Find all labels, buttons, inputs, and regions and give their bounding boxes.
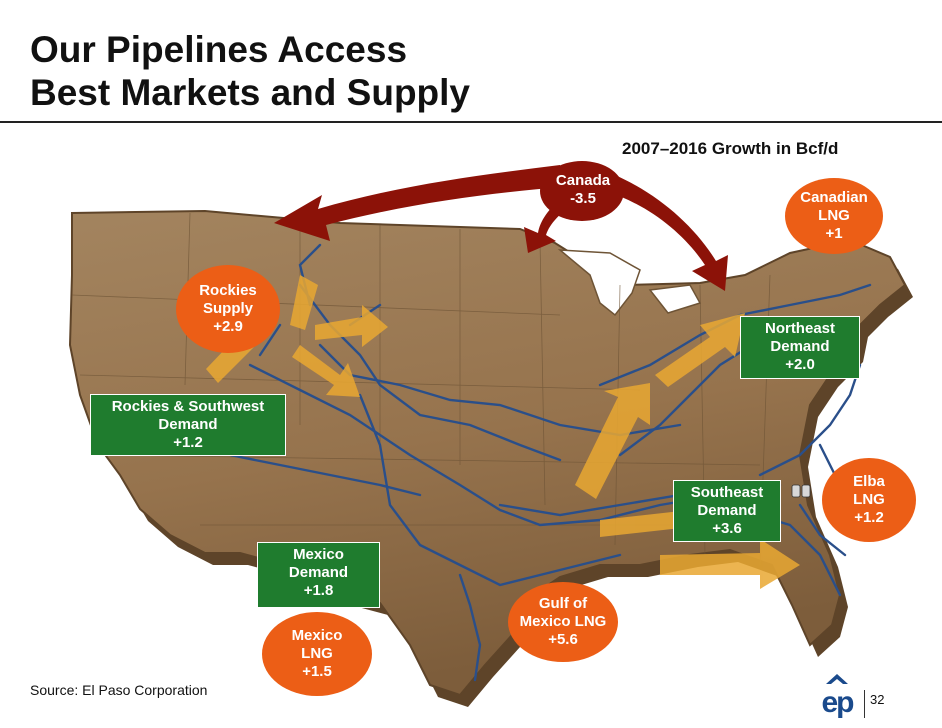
southeast-demand-line2: Demand	[697, 502, 757, 519]
title-divider	[0, 121, 942, 123]
canada-value: -3.5	[570, 190, 596, 207]
canadian-lng-line1: Canadian	[800, 189, 868, 206]
canadian-lng-circle: Canadian LNG +1	[785, 178, 883, 254]
us-pipeline-map	[68, 161, 913, 707]
canada-flow-arrows	[274, 161, 728, 291]
southeast-demand-box: Southeast Demand +3.6	[673, 480, 781, 542]
rockies-southwest-line1: Rockies & Southwest	[111, 398, 265, 415]
elba-lng-line2: LNG	[853, 491, 885, 508]
canada-arrow-west	[274, 165, 562, 241]
canada-label: Canada -3.5	[548, 172, 618, 208]
northeast-demand-value: +2.0	[785, 356, 815, 373]
mexico-demand-box: Mexico Demand +1.8	[257, 542, 380, 608]
mexico-demand-line2: Demand	[288, 564, 349, 581]
mexico-lng-line1: Mexico	[291, 627, 343, 644]
rockies-southwest-value: +1.2	[173, 434, 203, 451]
page-number: 32	[870, 692, 885, 707]
mexico-lng-circle: Mexico LNG +1.5	[262, 612, 372, 696]
southeast-demand-line1: Southeast	[690, 484, 764, 501]
northeast-demand-line2: Demand	[770, 338, 830, 355]
gulf-lng-line2: Mexico LNG	[519, 613, 607, 630]
elba-lng-line1: Elba	[853, 473, 885, 490]
lng-terminal-icon	[791, 484, 811, 498]
title-line-2: Best Markets and Supply	[30, 72, 471, 113]
canadian-lng-value: +1	[825, 225, 843, 242]
canadian-lng-line2: LNG	[818, 207, 850, 224]
elba-lng-value: +1.2	[854, 509, 884, 526]
source-note: Source: El Paso Corporation	[30, 682, 208, 698]
southeast-demand-value: +3.6	[712, 520, 742, 537]
slide-title: Our Pipelines Access Best Markets and Su…	[30, 28, 470, 114]
rockies-southwest-demand-box: Rockies & Southwest Demand +1.2	[90, 394, 286, 456]
canada-name: Canada	[555, 172, 611, 189]
mexico-demand-line1: Mexico	[293, 546, 344, 563]
canada-bubble	[540, 161, 624, 221]
rockies-supply-line2: Supply	[202, 300, 253, 317]
title-line-1: Our Pipelines Access	[30, 29, 408, 70]
rockies-supply-circle: Rockies Supply +2.9	[176, 265, 280, 353]
page-number-divider	[864, 690, 865, 718]
chart-subtitle: 2007–2016 Growth in Bcf/d	[622, 139, 839, 158]
gulf-mexico-lng-circle: Gulf of Mexico LNG +5.6	[508, 582, 618, 662]
rockies-supply-value: +2.9	[213, 318, 243, 335]
rockies-southwest-line2: Demand	[158, 416, 218, 433]
el-paso-logo: ep	[821, 674, 856, 719]
northeast-demand-box: Northeast Demand +2.0	[740, 316, 860, 379]
mexico-lng-line2: LNG	[301, 645, 333, 662]
mexico-demand-value: +1.8	[303, 582, 334, 599]
gulf-lng-line1: Gulf of	[538, 595, 588, 612]
elba-lng-circle: Elba LNG +1.2	[822, 458, 916, 542]
logo-text: ep	[821, 686, 854, 719]
gulf-lng-value: +5.6	[548, 631, 578, 648]
rockies-supply-line1: Rockies	[199, 282, 257, 299]
northeast-demand-line1: Northeast	[764, 320, 835, 337]
mexico-lng-value: +1.5	[302, 663, 332, 680]
